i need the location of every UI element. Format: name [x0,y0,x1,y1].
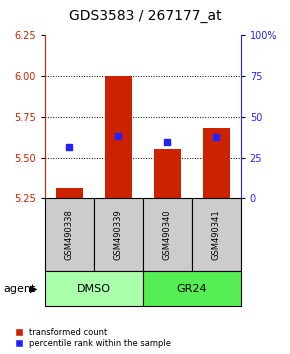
Text: GSM490341: GSM490341 [212,209,221,260]
Text: DMSO: DMSO [77,284,111,293]
FancyBboxPatch shape [45,198,94,271]
FancyBboxPatch shape [94,198,143,271]
Text: GSM490338: GSM490338 [65,209,74,260]
Text: GSM490340: GSM490340 [163,209,172,260]
Text: agent: agent [3,284,35,293]
Text: GDS3583 / 267177_at: GDS3583 / 267177_at [69,9,221,23]
Bar [105,76,132,198]
FancyBboxPatch shape [143,271,241,306]
Bar [56,188,83,198]
Text: GR24: GR24 [176,284,207,293]
Text: GSM490339: GSM490339 [114,209,123,260]
FancyBboxPatch shape [192,198,241,271]
FancyBboxPatch shape [45,271,143,306]
Legend: transformed count, percentile rank within the sample: transformed count, percentile rank withi… [16,327,171,348]
FancyBboxPatch shape [143,198,192,271]
Text: ▶: ▶ [30,284,37,293]
Bar [154,149,181,198]
Bar [203,128,230,198]
